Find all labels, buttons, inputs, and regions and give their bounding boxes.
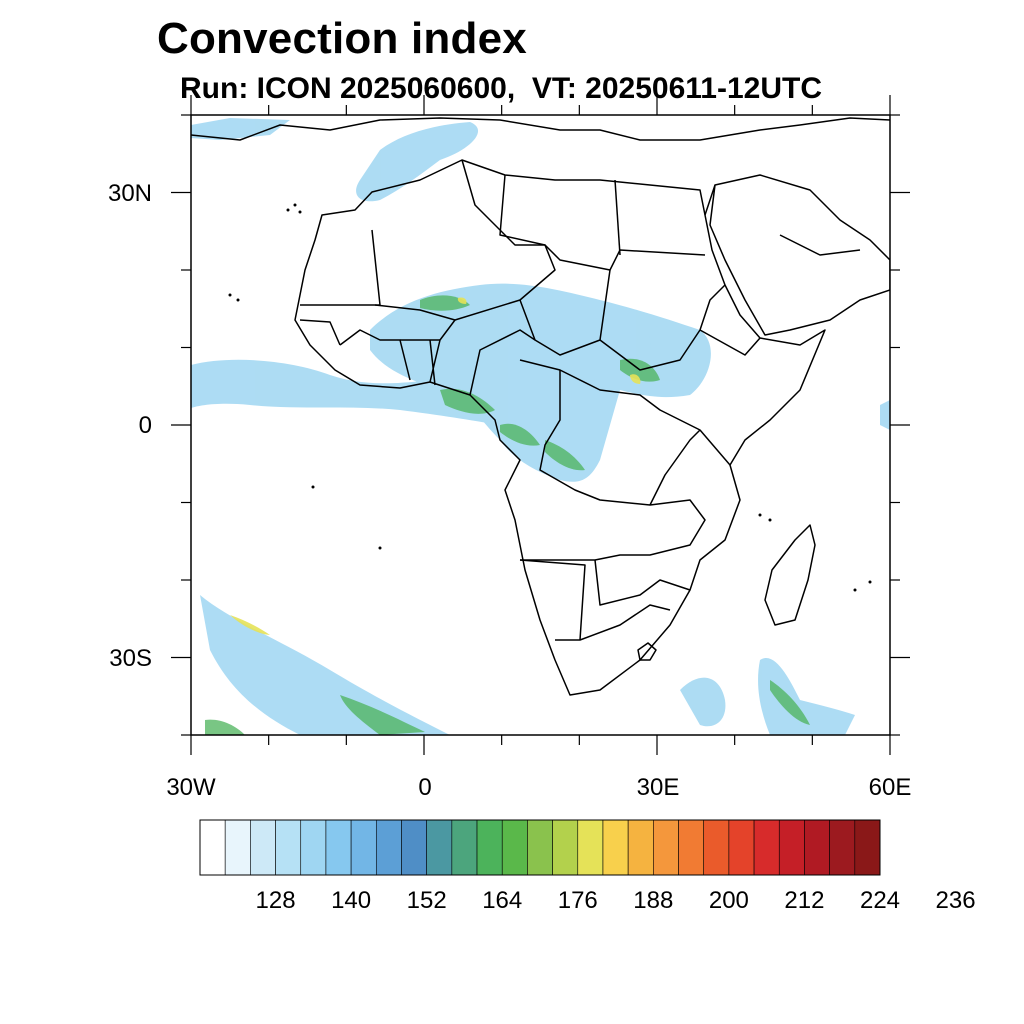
subtitle: Run: ICON 2025060600, VT: 20250611-12UTC — [180, 72, 822, 105]
coastlines — [191, 117, 890, 696]
colorbar-label: 152 — [406, 887, 447, 914]
colorbar-swatch — [476, 819, 503, 876]
islands — [228, 203, 872, 592]
colorbar-swatch — [275, 819, 302, 876]
colorbar-label: 188 — [633, 887, 674, 914]
colorbar-swatch — [728, 819, 755, 876]
lon-label-30w: 30W — [166, 774, 216, 801]
lon-label-30e: 30E — [636, 774, 680, 801]
colorbar-frame — [199, 819, 881, 876]
lon-label-0: 0 — [418, 774, 432, 801]
colorbar-label: 128 — [255, 887, 296, 914]
colorbar-swatch — [451, 819, 478, 876]
colorbar-swatch — [577, 819, 604, 876]
colorbar-swatch — [250, 819, 276, 876]
colorbar-swatch — [703, 819, 730, 876]
colorbar-swatch — [829, 819, 856, 876]
colorbar-label: 212 — [784, 887, 825, 914]
colorbar-swatch — [501, 819, 528, 876]
colorbar-swatch — [653, 819, 679, 876]
colorbar-swatch — [401, 819, 427, 876]
convection-field — [191, 118, 890, 735]
convection-peak — [230, 297, 641, 635]
lon-label-60e: 60E — [868, 774, 912, 801]
colorbar-label: 164 — [482, 887, 523, 914]
colorbar-label: 236 — [935, 887, 976, 914]
colorbar-swatch — [199, 819, 226, 876]
colorbar-label: 140 — [331, 887, 372, 914]
colorbar-swatch — [804, 819, 830, 876]
colorbar-label: 176 — [557, 887, 598, 914]
lat-label-30n: 30N — [107, 180, 152, 207]
lat-label-30s: 30S — [109, 645, 152, 672]
colorbar-swatch — [778, 819, 805, 876]
colorbar-swatch — [552, 819, 579, 876]
colorbar-swatch — [627, 819, 654, 876]
colorbar — [199, 819, 881, 876]
colorbar-swatch — [527, 819, 553, 876]
colorbar-swatch — [375, 819, 402, 876]
axis-ticks — [171, 95, 910, 755]
colorbar-label: 200 — [708, 887, 749, 914]
colorbar-swatch — [678, 819, 705, 876]
title: Convection index — [157, 14, 527, 63]
colorbar-swatch — [300, 819, 327, 876]
colorbar-swatch — [224, 819, 251, 876]
colorbar-swatch — [854, 819, 881, 876]
colorbar-swatch — [753, 819, 780, 876]
colorbar-swatch — [602, 819, 629, 876]
colorbar-swatch — [426, 819, 453, 876]
colorbar-swatch — [325, 819, 352, 876]
colorbar-swatch — [350, 819, 377, 876]
colorbar-label: 224 — [859, 887, 901, 914]
lat-label-0: 0 — [138, 412, 152, 439]
